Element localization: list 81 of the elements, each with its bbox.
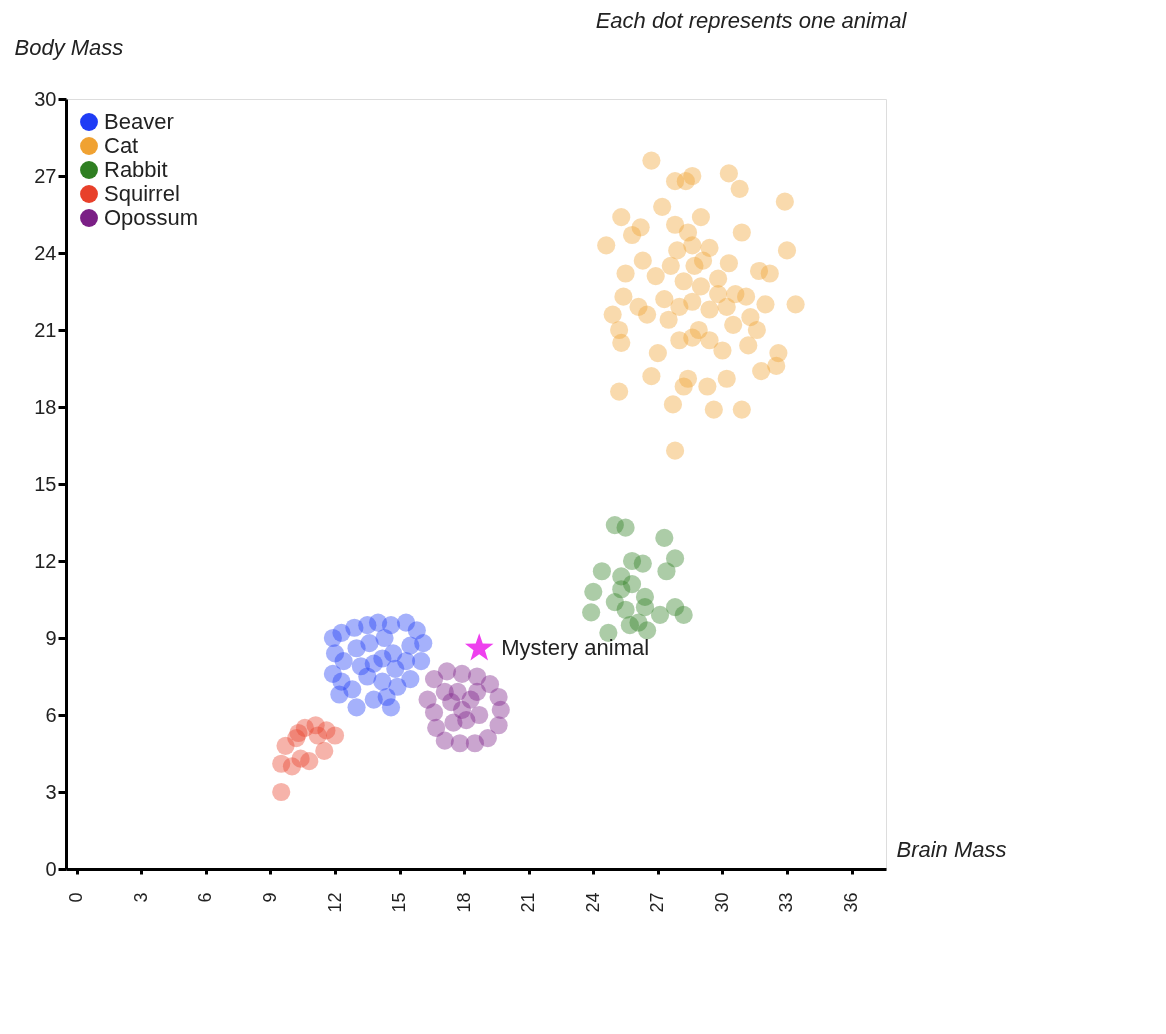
y-tick-label: 15 [34, 472, 57, 495]
point [622, 551, 642, 571]
point [657, 562, 676, 581]
point [435, 682, 454, 701]
y-tick-label: 12 [34, 549, 57, 572]
legend-label: Opossum [104, 205, 199, 230]
point [347, 698, 366, 717]
point [444, 713, 463, 732]
y-tick-label: 21 [34, 318, 57, 341]
point [465, 734, 485, 753]
point [325, 726, 345, 745]
legend-label: Rabbit [104, 157, 168, 182]
point [289, 723, 308, 743]
point [330, 685, 349, 704]
point [381, 698, 401, 717]
legend-label: Squirrel [104, 181, 180, 206]
x-tick-label: 6 [195, 892, 216, 903]
point [272, 782, 291, 802]
point [375, 628, 394, 648]
point [358, 667, 377, 686]
legend-label: Cat [104, 133, 139, 158]
point [467, 682, 487, 701]
y-tick-label: 9 [45, 626, 57, 649]
x-tick-label: 33 [776, 892, 797, 913]
x-tick-label: 18 [453, 892, 474, 913]
x-tick-label: 36 [841, 892, 862, 913]
y-tick-label: 3 [45, 780, 57, 803]
y-tick-label: 6 [45, 703, 57, 726]
x-tick-label: 24 [582, 892, 603, 913]
point [616, 600, 635, 619]
point [491, 700, 510, 719]
point [334, 652, 353, 671]
point [308, 726, 327, 745]
series-label: Mystery animal [501, 635, 650, 661]
x-tick-label: 27 [647, 892, 668, 913]
x-axis-title: Brain Mass [896, 836, 1007, 862]
point [427, 718, 446, 737]
point [622, 575, 642, 594]
point [674, 605, 693, 624]
point [424, 703, 444, 722]
point [616, 518, 635, 537]
text: Each dot represents one animal [595, 8, 908, 33]
y-tick-label: 0 [45, 857, 57, 880]
x-tick-label: 12 [324, 892, 345, 913]
point [464, 633, 494, 661]
point [401, 636, 420, 655]
point [489, 716, 508, 735]
y-tick-label: 27 [34, 164, 57, 187]
y-axis-title: Body Mass [14, 34, 124, 60]
x-tick-label: 21 [518, 892, 539, 913]
x-tick-label: 15 [389, 892, 410, 913]
point [315, 741, 334, 760]
x-tick-label: 30 [711, 892, 732, 913]
point [401, 670, 420, 689]
point [437, 662, 457, 681]
point [584, 582, 603, 601]
point [276, 736, 295, 755]
point [470, 705, 489, 725]
x-tick-label: 9 [259, 892, 280, 903]
y-tick-label: 30 [34, 87, 57, 110]
point [384, 644, 403, 663]
point [386, 659, 405, 678]
y-tick-label: 18 [34, 395, 57, 418]
x-tick-label: 0 [66, 892, 87, 903]
point [650, 605, 670, 624]
point [452, 664, 472, 683]
point [582, 603, 601, 622]
point [666, 549, 685, 568]
point [629, 613, 648, 632]
point [655, 528, 674, 547]
legend-label: Beaver [104, 109, 174, 134]
point [592, 562, 611, 581]
point [300, 752, 319, 771]
point [412, 652, 431, 671]
point [435, 731, 454, 750]
y-tick-label: 24 [34, 241, 57, 264]
point [360, 634, 379, 653]
point [282, 757, 302, 776]
point [635, 598, 655, 617]
x-tick-label: 3 [130, 892, 151, 903]
point [450, 734, 469, 753]
